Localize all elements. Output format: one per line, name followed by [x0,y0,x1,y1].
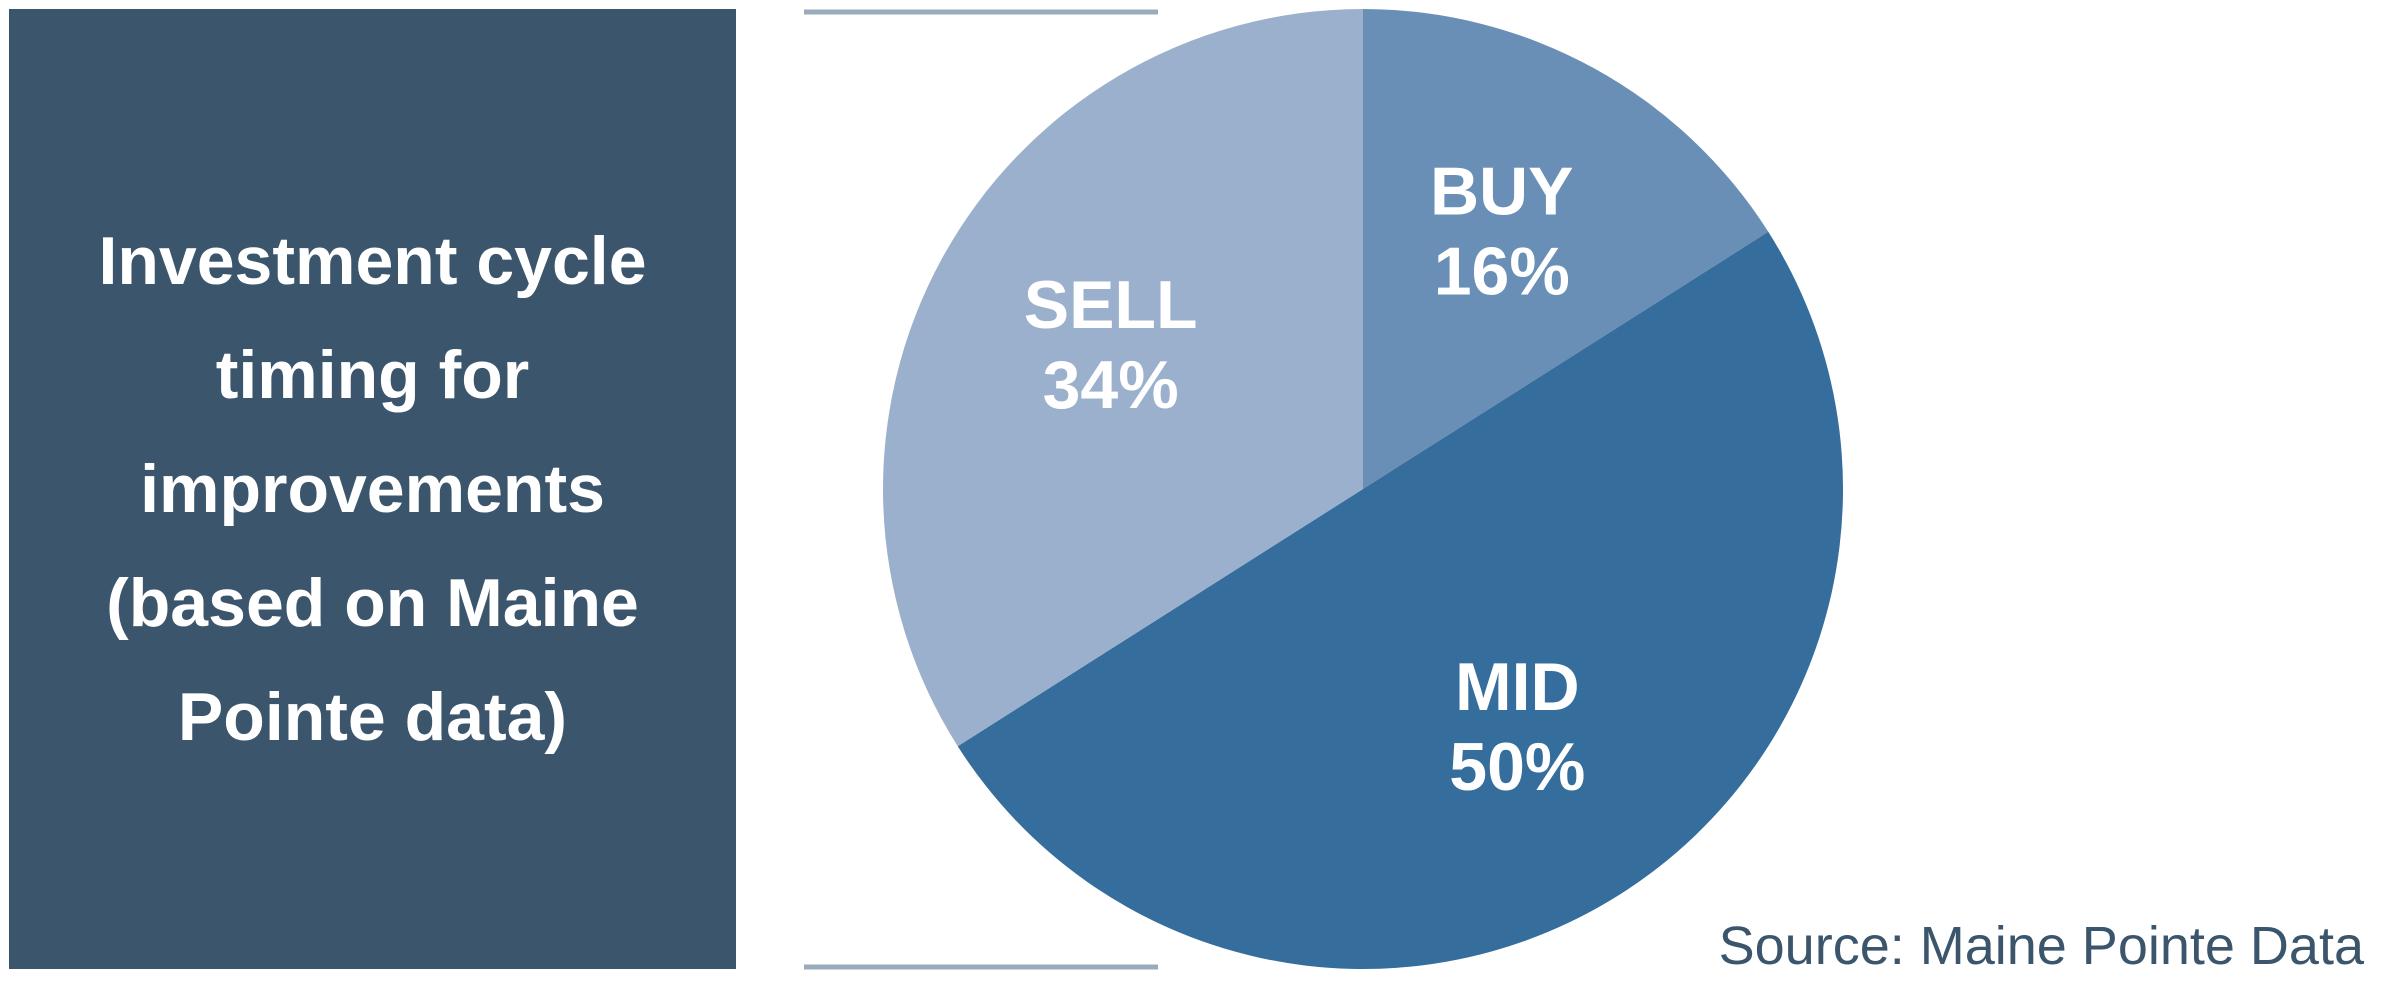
slice-label: MID [1455,649,1580,725]
slice-label: SELL [1024,267,1198,343]
pie-slice [883,9,1363,747]
pie-slice [957,231,1843,970]
slice-value-label: 16% [1434,234,1570,310]
title-panel: Investment cycle timing for improvements… [9,9,736,969]
chart-title: Investment cycle timing for improvements… [98,223,647,755]
source-note: Source: Maine Pointe Data [1718,916,2364,976]
slice-value-label: 50% [1449,729,1585,805]
pie-slice [1363,9,1769,489]
slice-value-label: 34% [1043,347,1179,423]
slice-label: BUY [1430,154,1574,230]
